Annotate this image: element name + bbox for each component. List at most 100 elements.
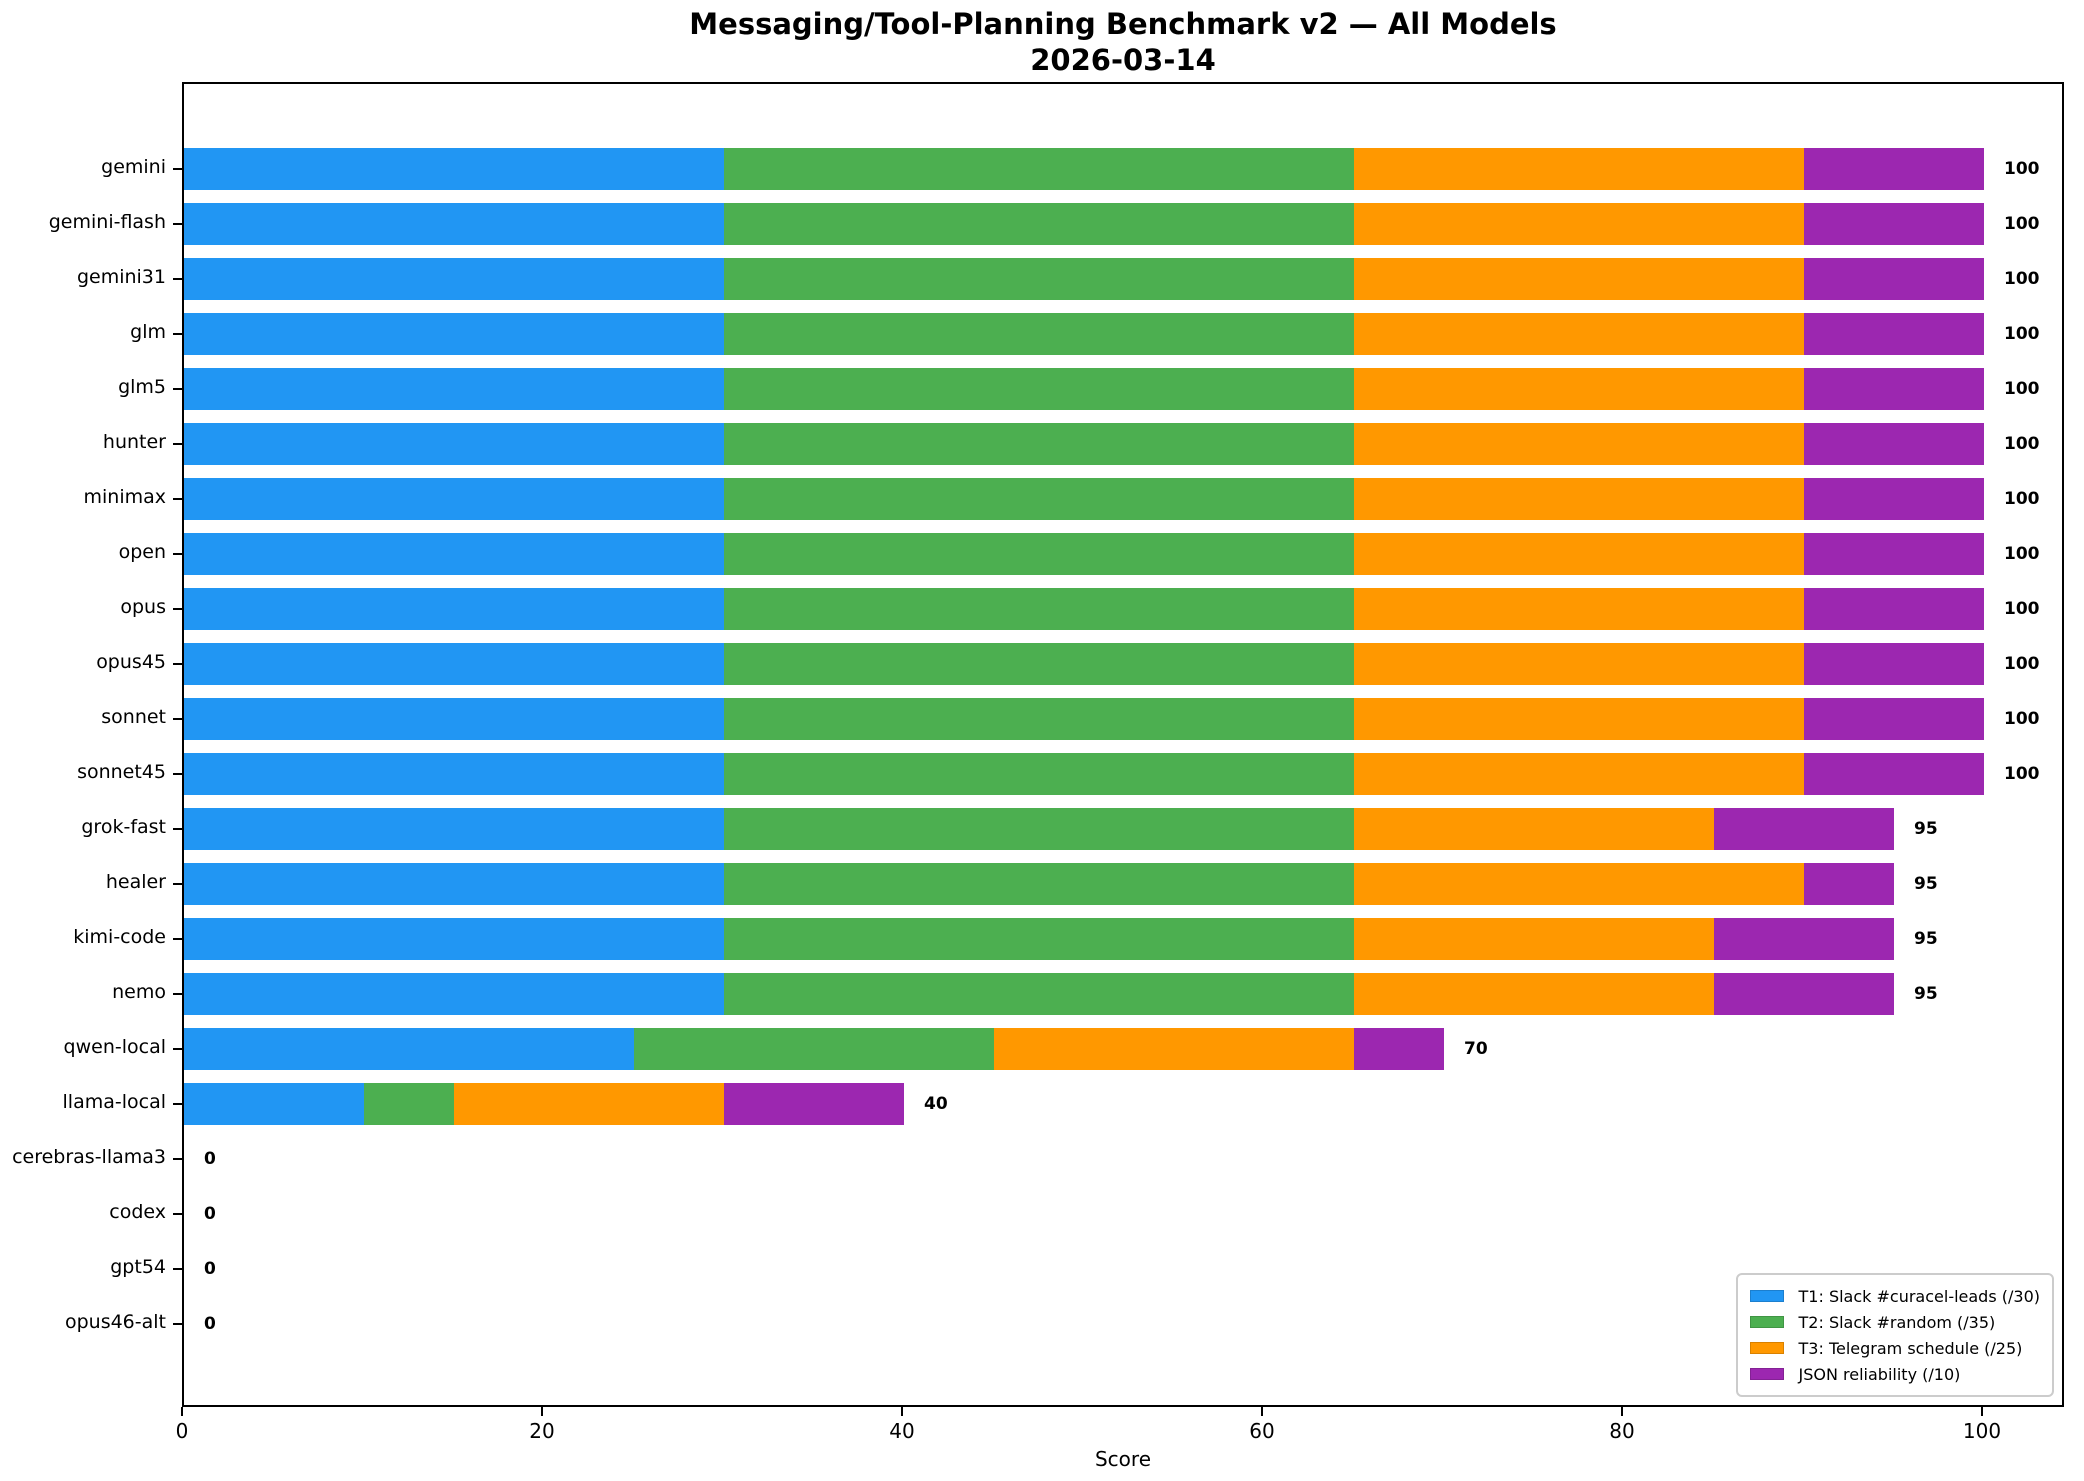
y-tick-mark <box>173 663 182 665</box>
bar-value-label: 100 <box>2004 269 2040 289</box>
bar-segment <box>724 973 1354 1015</box>
bar-segment <box>724 313 1354 355</box>
bar-segment <box>634 1028 994 1070</box>
legend-item: T2: Slack #random (/35) <box>1749 1309 2040 1335</box>
legend: T1: Slack #curacel-leads (/30) T2: Slack … <box>1735 1273 2054 1397</box>
y-tick-mark <box>173 278 182 280</box>
bar-segment <box>1354 478 1804 520</box>
y-axis-label-gpt54: gpt54 <box>110 1256 166 1278</box>
bar-segment <box>1804 203 1984 245</box>
bar-value-label: 100 <box>2004 434 2040 454</box>
x-tick-mark <box>1621 1407 1623 1416</box>
bar-row-opus45 <box>184 643 1984 685</box>
bar-segment <box>724 423 1354 465</box>
bar-row-gemini-flash <box>184 203 1984 245</box>
bar-segment <box>1354 1028 1444 1070</box>
bar-value-label: 0 <box>204 1314 216 1334</box>
legend-swatch <box>1749 1316 1784 1328</box>
bar-segment <box>184 313 724 355</box>
bar-segment <box>184 533 724 575</box>
bar-segment <box>1354 973 1714 1015</box>
bar-value-label: 95 <box>1914 929 1938 949</box>
y-tick-mark <box>173 553 182 555</box>
bar-row-nemo <box>184 973 1894 1015</box>
bar-segment <box>454 1083 724 1125</box>
bar-segment <box>1804 258 1984 300</box>
bar-segment <box>184 918 724 960</box>
bar-segment <box>1714 973 1894 1015</box>
bar-segment <box>1804 533 1984 575</box>
x-tick-label: 0 <box>175 1419 189 1443</box>
bar-segment <box>184 423 724 465</box>
bar-segment <box>724 478 1354 520</box>
bar-row-glm5 <box>184 368 1984 410</box>
bar-segment <box>1354 423 1804 465</box>
bar-row-open <box>184 533 1984 575</box>
bar-segment <box>184 643 724 685</box>
x-tick-mark <box>901 1407 903 1416</box>
bar-segment <box>184 588 724 630</box>
x-tick-label: 20 <box>529 1419 555 1443</box>
x-tick-label: 60 <box>1249 1419 1275 1443</box>
y-axis-label-opus46-alt: opus46-alt <box>64 1311 166 1333</box>
bar-segment <box>724 643 1354 685</box>
chart-subtitle: 2026-03-14 <box>1030 43 1216 77</box>
y-axis-labels: gemini gemini-flash gemini31 glm glm5 hunter m… <box>0 82 166 1407</box>
bar-segment <box>1804 478 1984 520</box>
y-axis-label-codex: codex <box>109 1201 166 1223</box>
bar-segment <box>1354 203 1804 245</box>
bar-value-label: 100 <box>2004 489 2040 509</box>
y-axis-label-gemini31: gemini31 <box>76 266 166 288</box>
bar-value-label: 0 <box>204 1259 216 1279</box>
bar-segment <box>184 1028 634 1070</box>
y-axis-label-opus45: opus45 <box>96 651 166 673</box>
bar-segment <box>724 698 1354 740</box>
y-axis-label-qwen-local: qwen-local <box>63 1036 166 1058</box>
bar-segment <box>1354 643 1804 685</box>
bar-value-label: 100 <box>2004 159 2040 179</box>
bar-segment <box>1804 368 1984 410</box>
bar-value-label: 100 <box>2004 544 2040 564</box>
legend-swatch <box>1749 1342 1784 1354</box>
y-tick-mark <box>173 1158 182 1160</box>
bar-segment <box>184 258 724 300</box>
bar-segment <box>184 148 724 190</box>
y-axis-label-hunter: hunter <box>102 431 166 453</box>
bar-segment <box>184 698 724 740</box>
bar-value-label: 0 <box>204 1204 216 1224</box>
bar-segment <box>1354 698 1804 740</box>
bar-segment <box>184 1083 364 1125</box>
bar-segment <box>724 148 1354 190</box>
y-axis-label-llama-local: llama-local <box>62 1091 166 1113</box>
bar-row-glm <box>184 313 1984 355</box>
bar-value-label: 100 <box>2004 379 2040 399</box>
y-tick-mark <box>173 388 182 390</box>
bar-row-kimi-code <box>184 918 1894 960</box>
y-tick-mark <box>173 938 182 940</box>
bar-segment <box>1354 258 1804 300</box>
bar-value-label: 0 <box>204 1149 216 1169</box>
bar-value-label: 100 <box>2004 599 2040 619</box>
y-tick-mark <box>173 773 182 775</box>
bar-segment <box>1804 863 1894 905</box>
bar-segment <box>1354 313 1804 355</box>
bar-segment <box>724 588 1354 630</box>
bar-value-label: 40 <box>924 1094 948 1114</box>
bar-segment <box>724 918 1354 960</box>
y-tick-mark <box>173 1213 182 1215</box>
x-tick-label: 40 <box>889 1419 915 1443</box>
bar-segment <box>1714 808 1894 850</box>
y-axis-label-open: open <box>118 541 166 563</box>
bar-segment <box>184 368 724 410</box>
bar-segment <box>1354 368 1804 410</box>
bar-row-minimax <box>184 478 1984 520</box>
bar-segment <box>1804 753 1984 795</box>
bar-row-sonnet <box>184 698 1984 740</box>
y-tick-mark <box>173 993 182 995</box>
legend-label: JSON reliability (/10) <box>1798 1364 1961 1384</box>
bar-row-llama-local <box>184 1083 904 1125</box>
bar-segment <box>1354 863 1804 905</box>
bar-segment <box>184 203 724 245</box>
bar-value-label: 95 <box>1914 874 1938 894</box>
